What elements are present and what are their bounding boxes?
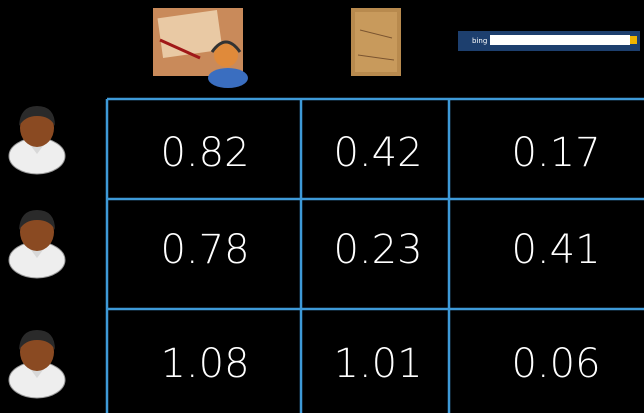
table-cells: 0.82 0.42 0.17 0.78 0.23 0.41 1.08 1.01 0.06 — [160, 130, 600, 387]
header-image-search: bing — [458, 31, 640, 51]
table-cell: 1.01 — [333, 341, 422, 387]
search-logo: bing — [472, 37, 487, 45]
table-cell: 1.08 — [160, 341, 249, 387]
table-cell: 0.41 — [511, 227, 600, 273]
table-cell: 0.82 — [160, 130, 249, 176]
header-image-map — [351, 8, 401, 76]
table-cell: 0.23 — [333, 227, 422, 273]
table-cell: 0.06 — [511, 341, 600, 387]
header-image-audio — [153, 8, 248, 88]
table-cell: 0.17 — [511, 130, 600, 176]
table-cell: 0.78 — [160, 227, 249, 273]
table-grid — [105, 97, 644, 413]
table-cell: 0.42 — [333, 130, 422, 176]
